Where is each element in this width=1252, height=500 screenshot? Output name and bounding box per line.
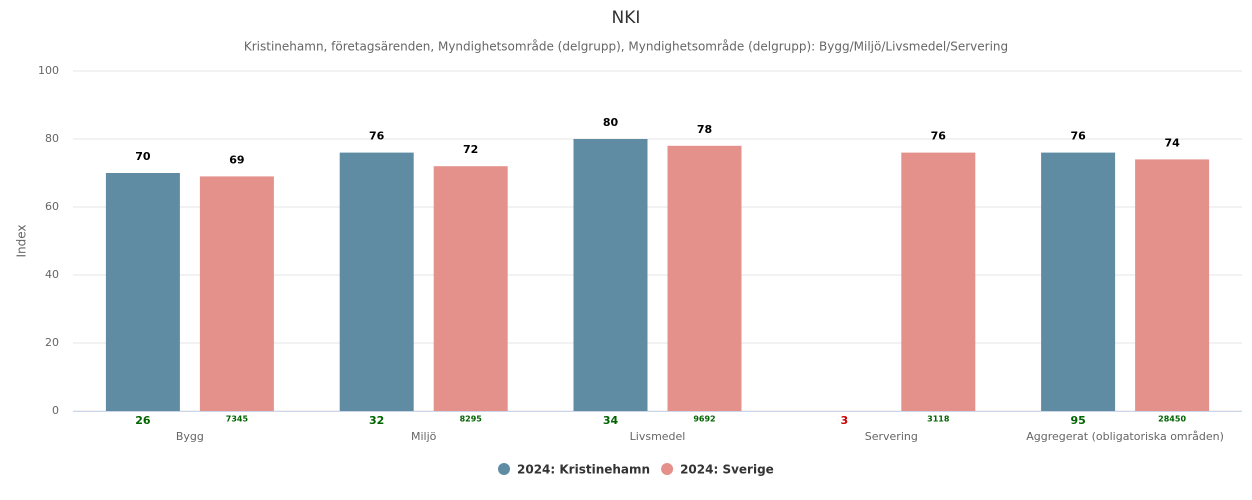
value-label: 76 [369, 130, 385, 143]
value-label: 70 [135, 150, 151, 163]
x-tick-label: Servering [865, 430, 918, 443]
legend-marker[interactable] [498, 463, 510, 475]
value-label: 80 [603, 116, 619, 129]
bar[interactable] [1135, 159, 1210, 411]
bar[interactable] [901, 152, 976, 411]
y-tick-label: 0 [52, 404, 59, 417]
x-tick-label: Aggregerat (obligatoriska områden) [1026, 430, 1224, 443]
value-label: 74 [1164, 136, 1180, 149]
y-axis-label: Index [15, 224, 29, 257]
chart-title: NKI [612, 8, 641, 28]
bar[interactable] [105, 173, 180, 411]
count-label: 26 [135, 414, 151, 427]
count-label: 8295 [460, 415, 483, 424]
x-tick-label: Livsmedel [630, 430, 686, 443]
count-label: 3 [840, 414, 848, 427]
legend-marker[interactable] [661, 463, 674, 475]
value-label: 69 [229, 153, 244, 166]
y-tick-label: 80 [45, 132, 59, 145]
x-tick-label: Miljö [411, 430, 437, 443]
legend-label[interactable]: 2024: Kristinehamn [517, 463, 650, 477]
value-label: 72 [463, 143, 478, 156]
y-tick-label: 20 [45, 336, 59, 349]
y-tick-label: 60 [45, 200, 59, 213]
count-label: 9692 [693, 415, 715, 424]
count-label: 7345 [226, 415, 249, 424]
value-label: 76 [1070, 130, 1086, 143]
bar[interactable] [667, 145, 742, 412]
y-tick-label: 100 [38, 64, 59, 77]
chart-subtitle: Kristinehamn, företagsärenden, Myndighet… [244, 40, 1008, 54]
count-label: 95 [1070, 414, 1085, 427]
value-label: 78 [697, 123, 712, 136]
count-label: 34 [603, 414, 619, 427]
y-tick-label: 40 [45, 268, 59, 281]
bar[interactable] [199, 176, 274, 411]
count-label: 28450 [1158, 415, 1186, 424]
bar[interactable] [433, 166, 508, 411]
x-tick-label: Bygg [176, 430, 204, 443]
bar[interactable] [573, 139, 648, 411]
count-label: 32 [369, 414, 384, 427]
value-label: 76 [931, 130, 947, 143]
bar[interactable] [1041, 152, 1116, 411]
bar[interactable] [339, 152, 414, 411]
legend-label[interactable]: 2024: Sverige [680, 463, 774, 477]
count-label: 3118 [927, 415, 950, 424]
